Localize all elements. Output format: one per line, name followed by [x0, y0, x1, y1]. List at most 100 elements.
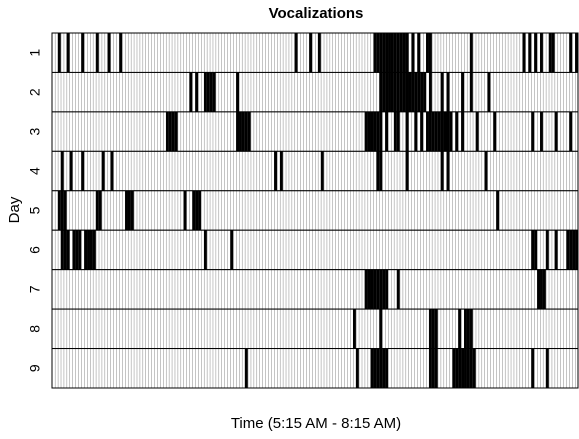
vocalization-bin [420, 111, 424, 152]
vocalization-bin [294, 33, 298, 73]
vocalization-bin [239, 111, 242, 152]
vocalization-bin [75, 230, 79, 270]
vocalization-bin [531, 111, 535, 152]
vocalization-bin [437, 111, 441, 152]
vocalization-bin [496, 190, 500, 231]
vocalization-bin [440, 151, 444, 191]
vocalization-bin [428, 348, 432, 388]
vocalization-bin [475, 111, 479, 152]
vocalization-bin [192, 190, 196, 231]
vocalization-bin [534, 33, 538, 73]
vocalization-bin [537, 269, 541, 310]
vocalization-bin [469, 72, 473, 112]
vocalization-bin [379, 348, 383, 388]
vocalization-bin [385, 111, 389, 152]
vocalization-bin [414, 111, 418, 152]
vocalization-bin [396, 33, 400, 73]
vocalization-bin [309, 33, 313, 73]
vocalization-bin [95, 190, 99, 231]
vocalization-bin [95, 33, 99, 73]
vocalization-bin [449, 111, 453, 152]
vocalization-bin [542, 269, 546, 310]
y-tick-label: 6 [27, 246, 43, 254]
vocalization-bin [411, 72, 415, 112]
vocalization-bin [399, 33, 403, 73]
row-background [51, 111, 579, 152]
vocalization-bin [60, 190, 64, 231]
vocalization-bin [417, 72, 421, 112]
vocalization-bin [320, 151, 324, 191]
vocalization-bin [244, 111, 248, 152]
vocalization-bin [195, 190, 199, 231]
vocalization-bin [545, 348, 549, 388]
vocalization-bin [411, 33, 415, 73]
vocalization-bin [183, 190, 187, 231]
vocalization-bin [466, 309, 470, 349]
vocalization-bin [551, 33, 555, 73]
vocalization-bin [279, 151, 283, 191]
vocalization-bin [569, 111, 573, 152]
vocalization-bin [376, 151, 380, 191]
vocalization-bin [446, 151, 450, 191]
vocalization-bin [81, 151, 85, 191]
vocalization-bin [385, 72, 389, 112]
vocalization-bin [379, 111, 383, 152]
vocalization-bin [317, 33, 321, 73]
vocalization-bin [171, 111, 175, 152]
vocalization-bin [446, 111, 450, 152]
vocalization-bin [66, 230, 70, 270]
vocalization-bin [78, 230, 82, 270]
vocalization-bin [531, 348, 535, 388]
vocalization-bin [388, 72, 391, 112]
y-tick-label: 3 [27, 128, 43, 136]
y-tick-label: 2 [27, 88, 43, 96]
vocalization-bin [434, 111, 438, 152]
vocalization-bin [244, 348, 248, 388]
vocalization-bin [464, 309, 467, 349]
vocalization-bin [98, 190, 102, 231]
vocalization-bin [522, 33, 526, 73]
vocalization-bin [66, 33, 70, 73]
vocalization-bin [382, 72, 386, 112]
vocalization-bin [405, 72, 409, 112]
vocalization-bin [540, 111, 543, 152]
vocalization-bin [125, 190, 128, 231]
row-background [51, 32, 579, 73]
chart-title: Vocalizations [269, 5, 364, 22]
vocalization-bin [63, 230, 67, 270]
vocalization-bin [414, 72, 418, 112]
vocalization-bin [440, 72, 444, 112]
vocalization-bin [554, 111, 558, 152]
vocalization-bin [428, 72, 432, 112]
row-background [51, 308, 579, 350]
vocalization-bin [455, 111, 459, 152]
vocalization-bin [206, 72, 210, 112]
vocalization-bin [382, 269, 386, 310]
vocalization-bin [373, 348, 377, 388]
y-tick-label: 5 [27, 206, 43, 214]
vocalization-bin [379, 269, 383, 310]
vocalization-bin [434, 348, 438, 388]
vocalization-bin [443, 111, 447, 152]
vocalization-bin [396, 269, 400, 310]
y-tick-label: 8 [27, 325, 43, 333]
vocalization-bin [174, 111, 178, 152]
vocalization-bin [396, 72, 400, 112]
vocalization-bin [469, 309, 473, 349]
y-tick-label: 7 [27, 285, 43, 293]
vocalization-bin [370, 269, 374, 310]
vocalization-bin [274, 151, 278, 191]
vocalization-bin [130, 190, 134, 231]
vocalization-bin [464, 348, 467, 388]
vocalization-bin [89, 230, 93, 270]
vocalization-bin [428, 33, 432, 73]
vocalization-bin [355, 348, 359, 388]
vocalization-bin [373, 269, 377, 310]
vocalization-bin [575, 230, 578, 270]
vocalization-bin [388, 33, 391, 73]
row-background [51, 348, 579, 389]
vocalization-bin [203, 72, 207, 112]
row-background [51, 269, 579, 310]
vocalization-bin [566, 230, 570, 270]
